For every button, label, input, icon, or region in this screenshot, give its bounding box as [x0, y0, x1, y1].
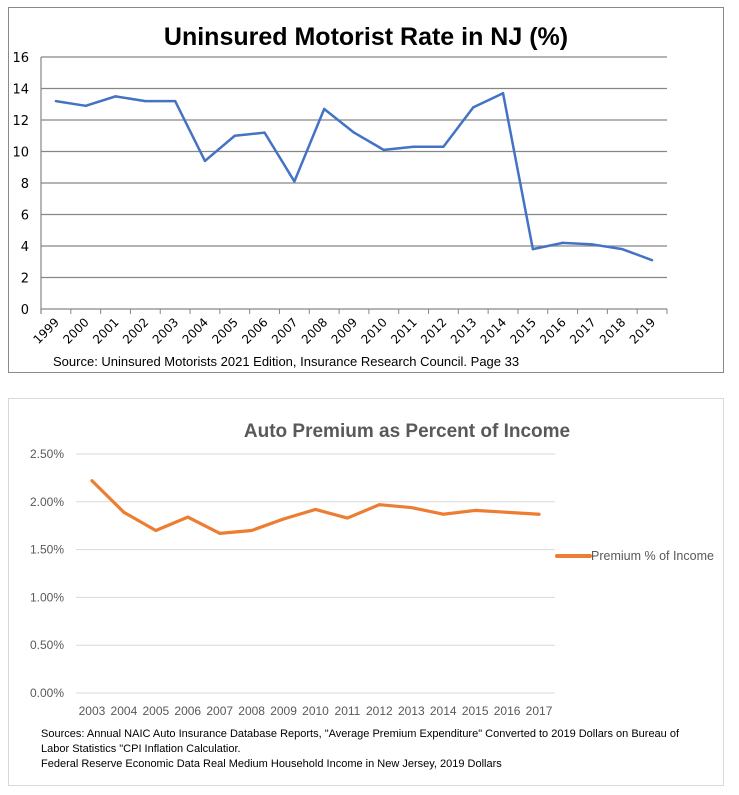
y-tick-label: 1.50% — [30, 543, 64, 557]
data-point — [537, 512, 541, 516]
chart-source-line-2: Labor Statistics "CPI Inflation Calculat… — [41, 743, 241, 755]
chart-source-line-1: Sources: Annual NAIC Auto Insurance Data… — [41, 728, 680, 740]
data-point — [173, 99, 177, 103]
y-tick-label: 0.50% — [30, 638, 64, 652]
chart-title: Auto Premium as Percent of Income — [244, 421, 570, 442]
data-point — [345, 516, 349, 520]
y-tick-label: 12 — [12, 114, 29, 129]
data-point — [282, 517, 286, 521]
data-point — [377, 503, 381, 507]
data-point — [154, 528, 158, 532]
uninsured-motorist-chart-svg: Uninsured Motorist Rate in NJ (%) 0 2 4 6 8 1… — [12, 23, 668, 369]
legend-label: Premium % of Income — [591, 549, 714, 563]
data-point — [352, 131, 356, 134]
x-tick-label: 2012 — [366, 704, 393, 718]
data-point — [90, 479, 94, 483]
y-tick-label: 10 — [12, 146, 29, 161]
data-point — [293, 180, 296, 183]
data-point — [441, 512, 445, 516]
data-point — [650, 258, 654, 262]
chart-source: Source: Uninsured Motorists 2021 Edition… — [53, 354, 519, 369]
y-tick-label: 0.00% — [30, 686, 64, 700]
data-point — [561, 241, 564, 245]
data-point — [409, 506, 413, 510]
x-tick-label: 2016 — [494, 704, 521, 718]
x-tick-label: 2005 — [142, 704, 169, 718]
data-point — [501, 92, 505, 95]
data-point — [412, 145, 415, 148]
y-tick-label: 16 — [12, 51, 29, 66]
y-tick-label: 6 — [21, 209, 29, 224]
data-point — [203, 159, 207, 163]
series-line — [90, 479, 541, 535]
data-point — [472, 106, 475, 109]
x-tick-label: 2015 — [462, 704, 489, 718]
x-tick-label: 2011 — [335, 704, 361, 718]
chart-source-line-3: Federal Reserve Economic Data Real Mediu… — [41, 758, 502, 770]
y-tick-label: 0 — [21, 303, 29, 318]
data-point — [505, 510, 509, 514]
data-point — [233, 134, 236, 137]
y-tick-label: 1.00% — [30, 590, 64, 604]
data-point — [591, 243, 594, 246]
x-tick-label: 2003 — [79, 704, 106, 718]
data-point — [84, 104, 87, 108]
x-tick-label: 2006 — [174, 704, 201, 718]
y-tick-label: 4 — [21, 240, 29, 255]
y-tick-label: 2.00% — [30, 495, 64, 509]
data-point — [322, 107, 326, 111]
data-point — [218, 531, 222, 535]
data-point — [442, 145, 445, 148]
uninsured-motorist-chart — [8, 7, 724, 373]
data-point — [382, 148, 386, 152]
data-point — [122, 510, 126, 514]
data-point — [621, 247, 624, 251]
x-tick-label: 2009 — [270, 704, 297, 718]
data-point — [54, 99, 58, 103]
auto-premium-chart — [8, 398, 724, 786]
legend: Premium % of Income — [555, 549, 714, 563]
x-tick-label: 2007 — [206, 704, 233, 718]
x-tick-label: 2008 — [238, 704, 265, 718]
data-point — [144, 99, 147, 103]
data-point — [473, 508, 477, 512]
y-tick-label: 2.50% — [30, 447, 64, 461]
data-point — [114, 95, 117, 98]
x-tick-label: 2013 — [398, 704, 425, 718]
data-point — [314, 507, 317, 511]
x-tick-label: 2014 — [430, 704, 457, 718]
y-tick-label: 14 — [12, 83, 29, 98]
data-point — [186, 515, 190, 519]
data-point — [263, 131, 266, 134]
y-tick-label: 8 — [21, 177, 29, 192]
y-tick-label: 2 — [21, 272, 29, 287]
chart-title: Uninsured Motorist Rate in NJ (%) — [164, 23, 568, 51]
x-tick-label: 2010 — [302, 704, 329, 718]
data-point — [531, 247, 535, 251]
data-point — [250, 528, 254, 532]
x-tick-label: 2004 — [111, 704, 138, 718]
x-tick-label: 2017 — [526, 704, 553, 718]
